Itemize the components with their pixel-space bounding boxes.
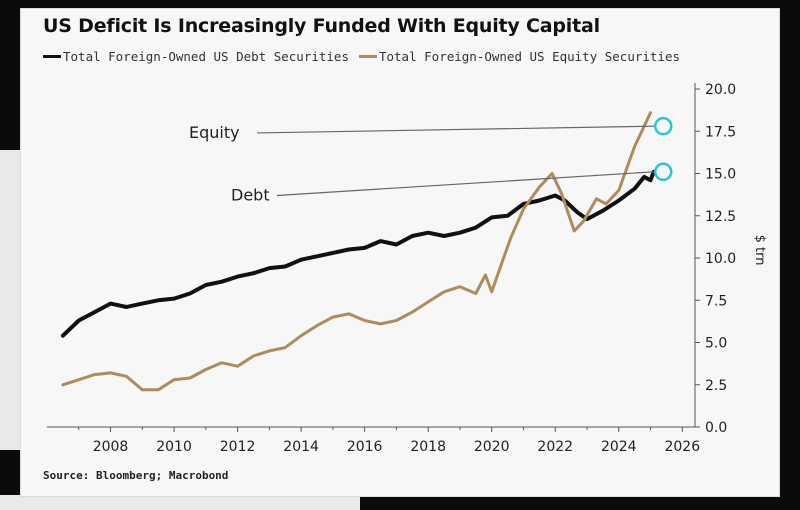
x-tick-label: 2022 — [537, 439, 573, 455]
line-chart: 2008 2010 2012 2014 2016 2018 2020 2022 2024 2026… — [21, 9, 779, 496]
debt-annotation-label: Debt — [231, 185, 270, 204]
chart-card: US Deficit Is Increasingly Funded With E… — [20, 8, 780, 497]
equity-endpoint-marker — [655, 118, 671, 134]
x-tick-label: 2026 — [664, 439, 700, 455]
y-tick-label: 5.0 — [705, 336, 727, 352]
equity-annotation-label: Equity — [189, 123, 240, 142]
x-tick-label: 2018 — [410, 439, 446, 455]
equity-series-line — [63, 113, 651, 390]
x-tick-label: 2012 — [220, 439, 256, 455]
equity-annotation-leader — [257, 126, 654, 133]
y-tick-label: 7.5 — [705, 293, 727, 309]
background-fragment-left — [0, 150, 20, 450]
x-tick-label: 2016 — [347, 439, 383, 455]
y-tick-label: 0.0 — [705, 420, 727, 436]
debt-annotation-leader — [277, 172, 654, 196]
y-tick-label: 2.5 — [705, 378, 727, 394]
x-tick-label: 2024 — [601, 439, 637, 455]
background-fragment-bottom — [0, 495, 360, 510]
x-tick-label: 2010 — [156, 439, 192, 455]
y-axis-label: $ trn — [752, 235, 767, 266]
y-tick-label: 17.5 — [705, 124, 736, 140]
y-tick-label: 15.0 — [705, 167, 736, 183]
x-tick-label: 2008 — [93, 439, 129, 455]
y-tick-label: 20.0 — [705, 82, 736, 98]
debt-series-line — [63, 172, 654, 336]
x-tick-label: 2020 — [474, 439, 510, 455]
y-tick-label: 12.5 — [705, 209, 736, 225]
x-tick-label: 2014 — [283, 439, 319, 455]
chart-source: Source: Bloomberg; Macrobond — [43, 469, 228, 482]
y-tick-label: 10.0 — [705, 251, 736, 267]
debt-endpoint-marker — [655, 164, 671, 180]
